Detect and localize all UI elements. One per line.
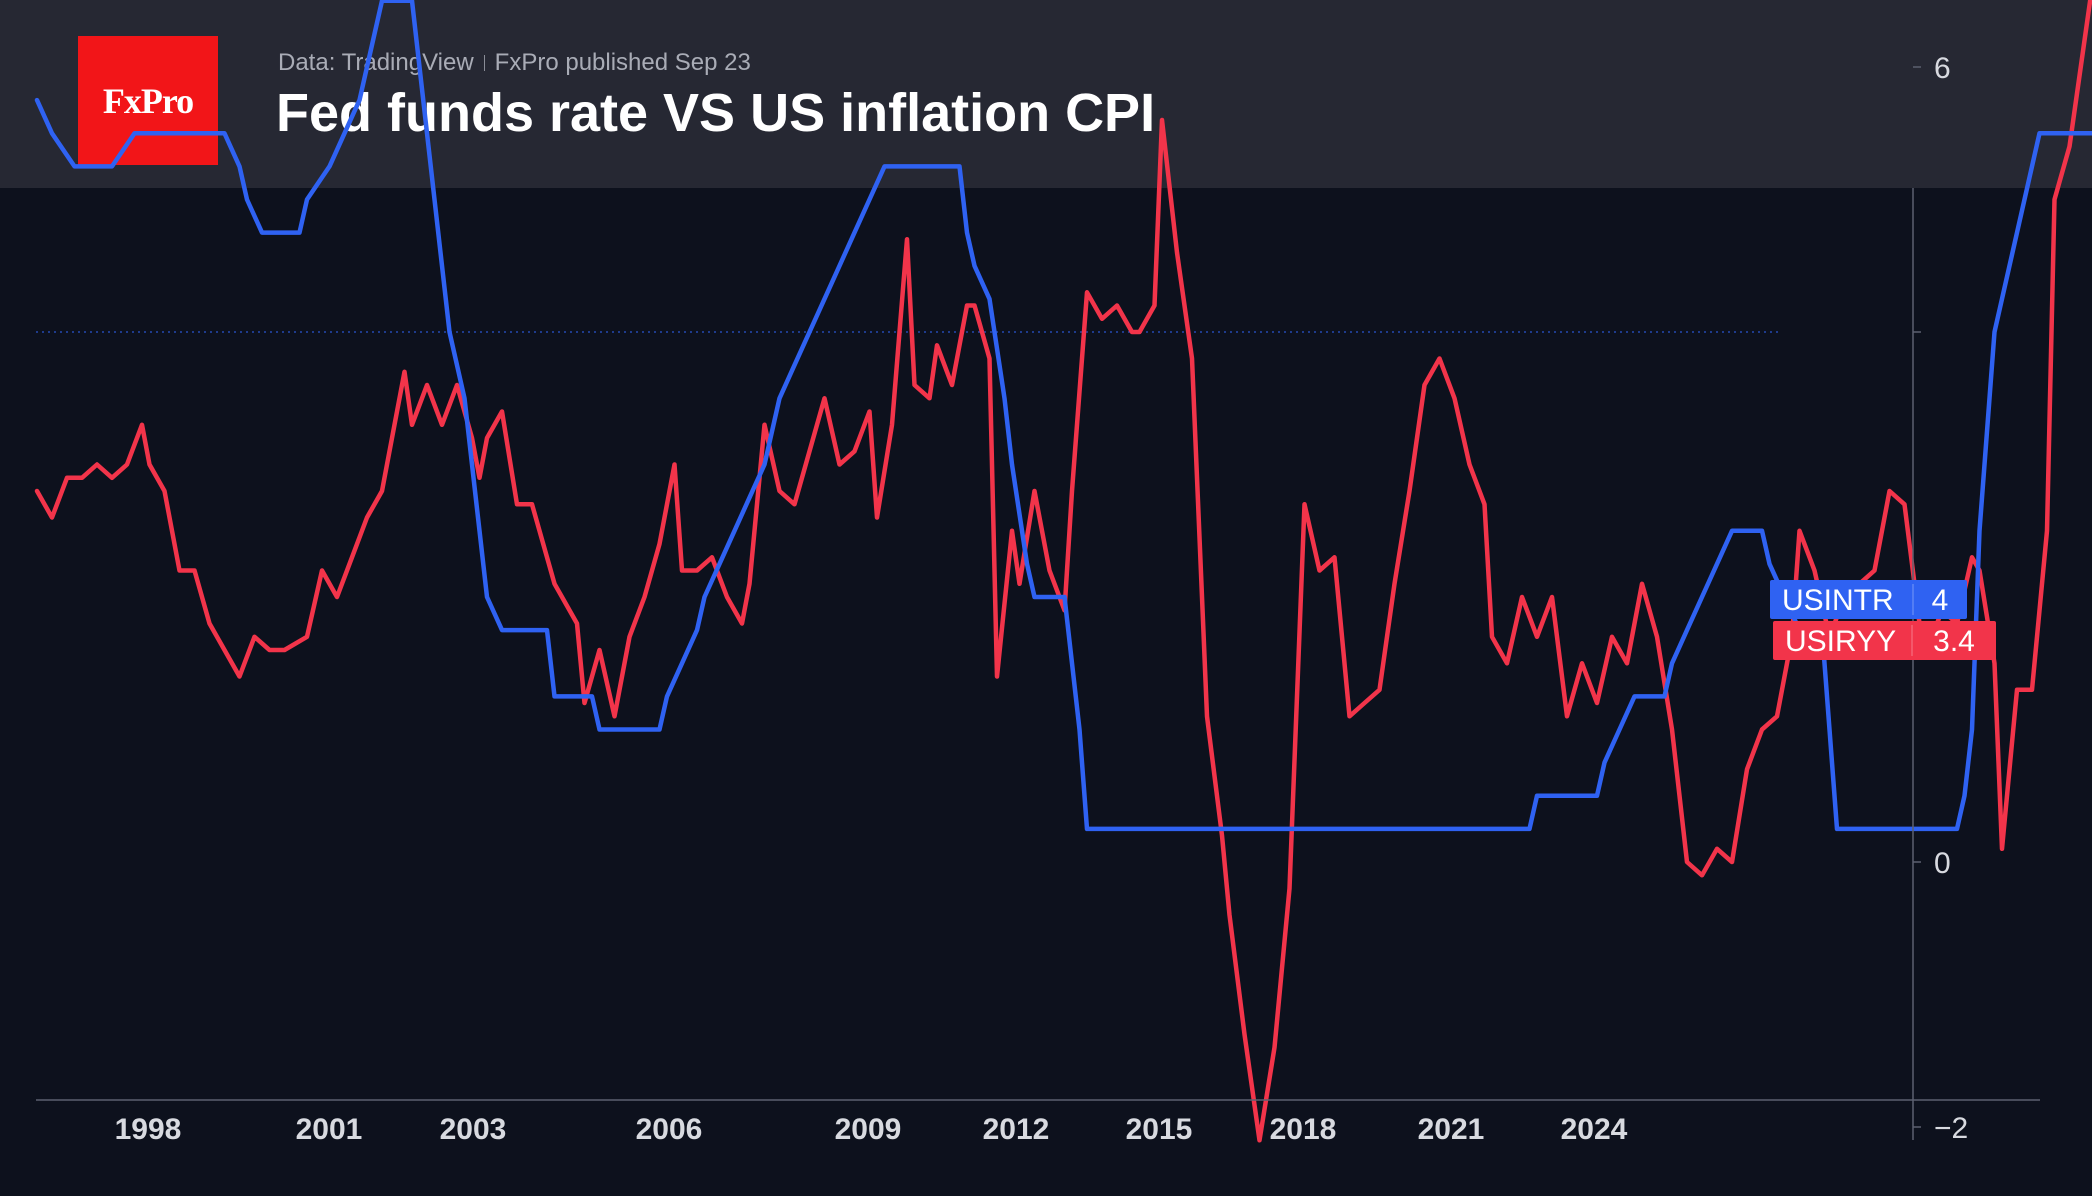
tag-series-name: USIRYY (1785, 625, 1896, 658)
x-axis: 1998 2001 2003 2006 2009 2012 2015 2018 2021 2024 (36, 1099, 2040, 1146)
x-tick-label: 2009 (835, 1113, 902, 1146)
tag-last-value: 3.4 (1933, 625, 1975, 658)
y-tick-label: −2 (1934, 1112, 1968, 1145)
chart-source-line: Data: TradingView FxPro published Sep 23 (278, 49, 751, 77)
x-tick-label: 2003 (440, 1113, 507, 1146)
x-tick-label: 2015 (1126, 1113, 1193, 1146)
y-axis: 108620−2 (1912, 52, 1968, 1145)
tag-last-value: 4 (1932, 584, 1949, 617)
y-tick-label: 0 (1934, 847, 1951, 880)
x-tick-label: 2021 (1418, 1113, 1485, 1146)
separator (483, 55, 485, 71)
last-value-tag-usintr: USINTR 4 (1770, 580, 1967, 619)
published-date: FxPro published Sep 23 (494, 49, 751, 76)
series-line-usintr (34, 0, 2092, 832)
chart-header: FxPro Data: TradingView FxPro published … (0, 0, 2092, 188)
data-source: Data: TradingView (278, 49, 474, 76)
x-tick-label: 2012 (983, 1113, 1050, 1146)
x-tick-label: 2001 (296, 1113, 363, 1146)
last-value-tag-usiryy: USIRYY 3.4 (1773, 621, 1996, 660)
x-tick-label: 2006 (636, 1113, 703, 1146)
series-line-usiryy (34, 0, 2092, 1143)
tag-series-name: USINTR (1782, 584, 1894, 617)
x-tick-label: 1998 (115, 1113, 182, 1146)
x-tick-label: 2018 (1270, 1113, 1337, 1146)
y-tick-label: 6 (1934, 52, 1951, 85)
tag-background (1770, 580, 1967, 619)
fxpro-logo: FxPro (78, 36, 218, 165)
logo-text: FxPro (102, 80, 194, 121)
last-value-tags: USINTR 4 USIRYY 3.4 (1770, 580, 1996, 660)
series-layer (34, 0, 2092, 1143)
x-tick-label: 2024 (1561, 1113, 1628, 1146)
tag-background (1773, 621, 1996, 660)
